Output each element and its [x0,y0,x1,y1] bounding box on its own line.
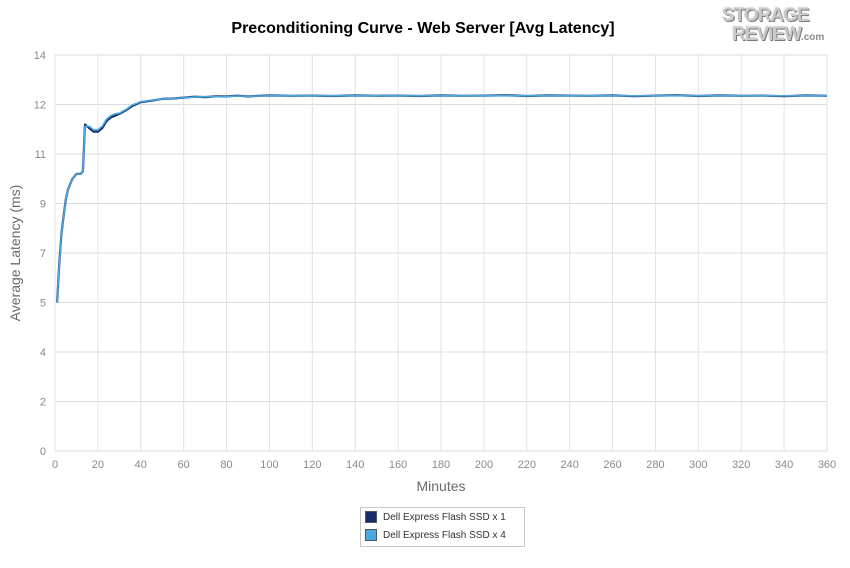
x-tick-labels: 0 20 40 60 80 100 120 140 160 180 200 220 240 260 280 3… [52,459,836,471]
logo-line-1: STORAGE [722,5,810,26]
chart-title: Preconditioning Curve - Web Server [Avg … [231,20,615,37]
legend-swatch-series-2 [365,529,377,541]
x-tick-label: 200 [475,459,493,471]
series-line-2 [56,95,827,303]
x-tick-label: 260 [603,459,621,471]
y-tick-label: 12 [34,100,46,112]
x-tick-label: 280 [646,459,664,471]
legend-swatch-series-1 [365,511,377,523]
y-tick-label: 0 [40,446,46,458]
x-tick-label: 80 [220,459,232,471]
x-tick-label: 220 [518,459,536,471]
x-tick-label: 100 [260,459,278,471]
x-tick-label: 320 [732,459,750,471]
x-tick-label: 180 [432,459,450,471]
logo-line-2: REVIEW.com [732,24,825,45]
y-tick-label: 9 [40,199,46,211]
x-tick-label: 140 [346,459,364,471]
y-tick-label: 14 [34,50,46,62]
x-tick-label: 20 [92,459,104,471]
legend-item-series-2: Dell Express Flash SSD x 4 [361,526,524,544]
legend: Dell Express Flash SSD x 1 Dell Express … [360,507,525,547]
series-line-1 [56,94,828,303]
x-tick-label: 60 [178,459,190,471]
y-tick-label: 2 [40,397,46,409]
legend-label-series-2: Dell Express Flash SSD x 4 [383,529,506,541]
x-tick-label: 120 [303,459,321,471]
x-axis-label: Minutes [416,478,465,494]
grid-lines [54,54,828,452]
x-tick-label: 360 [818,459,836,471]
x-tick-label: 240 [560,459,578,471]
y-tick-labels: 0 2 4 5 7 9 11 12 14 [34,50,46,458]
legend-label-series-1: Dell Express Flash SSD x 1 [383,511,506,523]
x-tick-label: 160 [389,459,407,471]
y-tick-label: 7 [40,248,46,260]
y-tick-label: 4 [40,347,46,359]
x-tick-label: 0 [52,459,58,471]
series-lines [56,94,828,303]
x-tick-label: 300 [689,459,707,471]
storagereview-logo: STORAGE REVIEW.com [722,6,834,46]
x-tick-label: 40 [135,459,147,471]
y-tick-label: 5 [40,298,46,310]
legend-item-series-1: Dell Express Flash SSD x 1 [361,508,524,526]
y-tick-label: 11 [35,149,46,161]
y-axis-label: Average Latency (ms) [7,185,23,322]
x-tick-label: 340 [775,459,793,471]
